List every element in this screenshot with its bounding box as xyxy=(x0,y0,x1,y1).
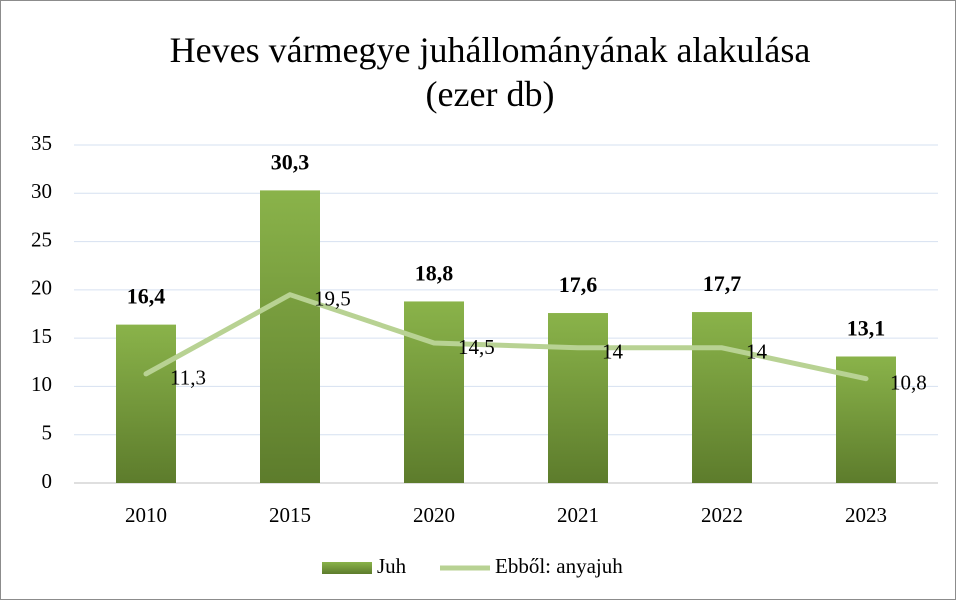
bar xyxy=(116,324,176,483)
legend-label: Ebből: anyajuh xyxy=(495,554,623,578)
line-value-label: 11,3 xyxy=(170,366,206,390)
y-tick-label: 25 xyxy=(31,227,52,251)
x-tick-label: 2015 xyxy=(269,503,311,527)
line-value-label: 19,5 xyxy=(314,286,351,310)
y-tick-label: 20 xyxy=(31,276,52,300)
legend-label: Juh xyxy=(377,554,407,578)
bar xyxy=(692,312,752,483)
bar-value-label: 16,4 xyxy=(127,284,166,309)
line-value-label: 10,8 xyxy=(890,371,927,395)
bar xyxy=(404,301,464,483)
y-tick-label: 15 xyxy=(31,324,52,348)
x-tick-label: 2020 xyxy=(413,503,455,527)
bar-value-label: 17,6 xyxy=(559,272,598,297)
y-tick-label: 10 xyxy=(31,372,52,396)
chart-title: Heves vármegye juhállományának alakulása… xyxy=(169,30,811,114)
bar xyxy=(260,190,320,484)
line-value-label: 14 xyxy=(602,340,624,364)
x-tick-label: 2021 xyxy=(557,503,599,527)
line-value-label: 14,5 xyxy=(458,335,495,359)
legend-swatch xyxy=(322,562,372,574)
y-tick-label: 0 xyxy=(42,469,53,493)
x-tick-label: 2023 xyxy=(845,503,887,527)
y-tick-label: 35 xyxy=(31,131,52,155)
bar-value-label: 30,3 xyxy=(271,149,310,174)
line xyxy=(143,292,869,382)
y-tick-label: 30 xyxy=(31,179,52,203)
y-tick-label: 5 xyxy=(42,421,53,445)
bar-value-label: 17,7 xyxy=(703,271,742,296)
x-tick-label: 2010 xyxy=(125,503,167,527)
bar xyxy=(548,313,608,483)
bar-value-label: 13,1 xyxy=(847,316,886,341)
x-tick-label: 2022 xyxy=(701,503,743,527)
bar-value-label: 18,8 xyxy=(415,260,454,285)
line-value-label: 14 xyxy=(746,340,768,364)
